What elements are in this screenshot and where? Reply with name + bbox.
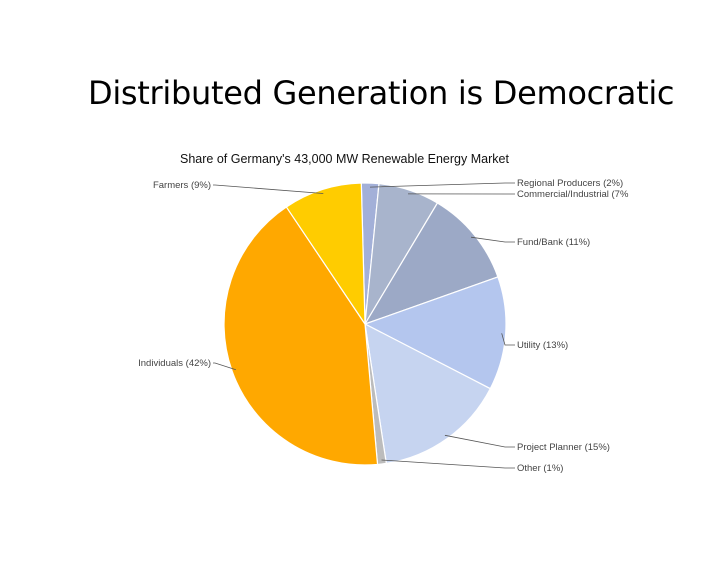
leader-line	[470, 236, 515, 243]
slice-label: Farmers (9%)	[153, 180, 211, 191]
slice-label: Commercial/Industrial (7%	[517, 189, 629, 200]
pie-slice	[363, 276, 507, 390]
leader-line	[369, 182, 515, 188]
pie-slice	[364, 322, 492, 465]
slice-label: Other (1%)	[517, 463, 563, 474]
leader-line	[213, 362, 237, 371]
leader-line	[501, 333, 515, 346]
slice-label: Fund/Bank (11%)	[517, 237, 590, 248]
leader-line	[381, 459, 515, 469]
pie-slices	[223, 182, 507, 466]
chart-title: Share of Germany's 43,000 MW Renewable E…	[180, 152, 509, 166]
slice-label: Regional Producers (2%)	[517, 178, 623, 189]
slice-label: Project Planner (15%)	[517, 442, 610, 453]
slide-title: Distributed Generation is Democratic	[88, 74, 675, 112]
pie-slice	[223, 206, 379, 466]
slice-label: Individuals (42%)	[138, 358, 211, 369]
pie-labels: Regional Producers (2%)Commercial/Indust…	[138, 178, 629, 474]
pie-slice	[285, 182, 366, 327]
pie-slice	[363, 202, 499, 326]
leader-line	[444, 434, 515, 448]
leader-line	[213, 184, 324, 194]
slice-label: Utility (13%)	[517, 340, 568, 351]
